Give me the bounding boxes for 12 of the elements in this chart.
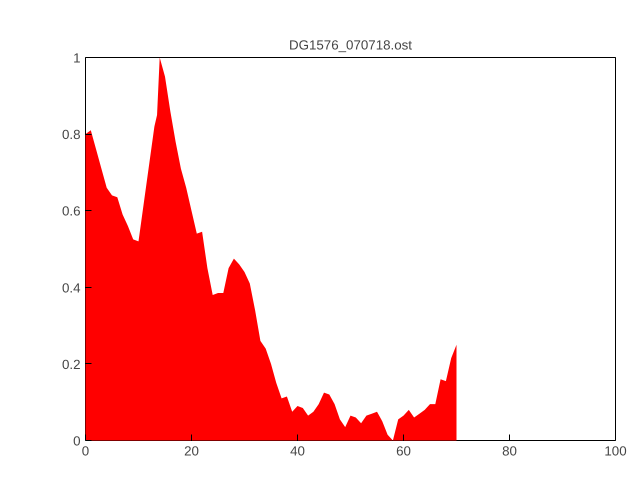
x-tick-label: 40 xyxy=(290,444,305,458)
y-tick-label: 0.4 xyxy=(62,280,82,296)
chart-title: DG1576_070718.ost xyxy=(288,38,412,52)
x-tick-label: 20 xyxy=(184,444,199,458)
y-tick-label: 1 xyxy=(73,50,81,66)
x-tick-label: 60 xyxy=(396,444,411,458)
y-tick-label: 0.2 xyxy=(62,356,81,372)
y-tick-label: 0 xyxy=(73,434,81,448)
x-tick-label: 80 xyxy=(502,444,517,458)
y-tick-label: 0.6 xyxy=(62,204,81,219)
y-tick-label: 0.8 xyxy=(62,127,81,142)
x-tick-label: 100 xyxy=(604,444,627,458)
